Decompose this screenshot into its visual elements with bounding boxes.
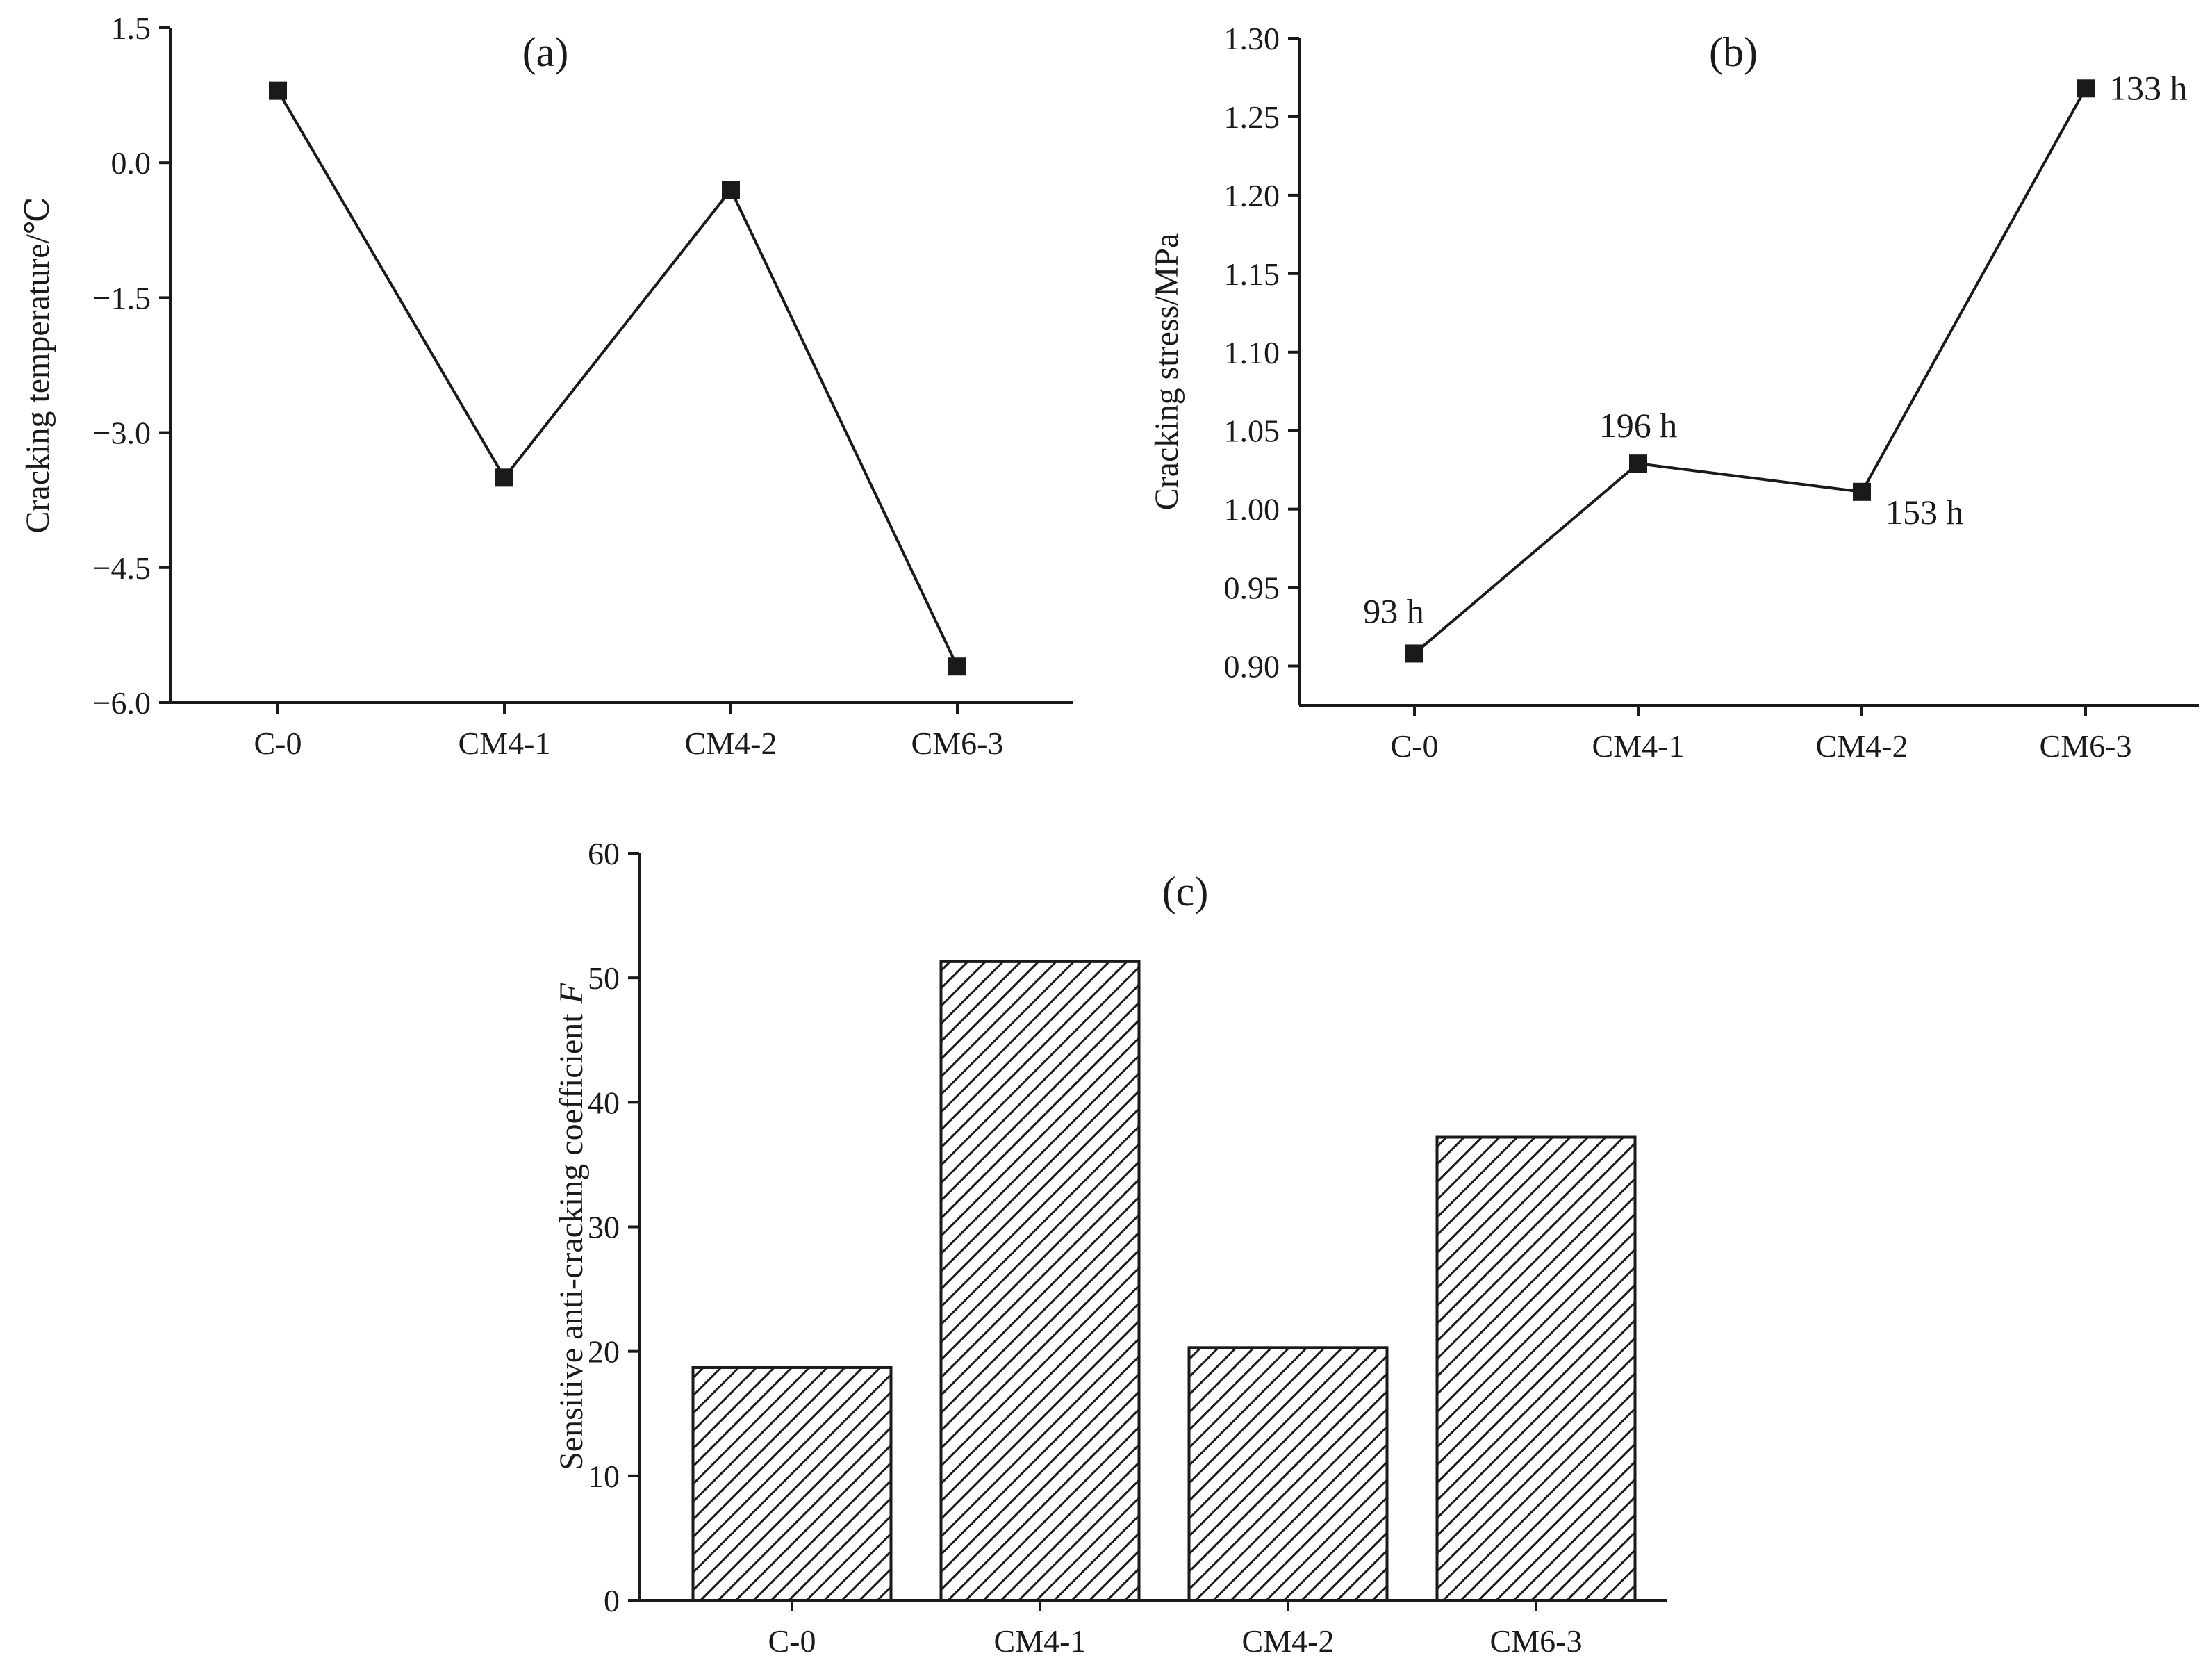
y-tick-label: 0.0	[111, 145, 151, 181]
bar	[691, 1365, 893, 1602]
y-tick-label: −3.0	[93, 416, 151, 451]
data-point-label: 93 h	[1363, 591, 1424, 630]
y-tick-label: 50	[588, 960, 620, 996]
data-point-marker	[1853, 482, 1871, 501]
y-tick-label: 1.25	[1224, 99, 1280, 135]
panel-a-chart: 1.5 0.0 −1.5 −3.0 −4.5 −6.0 C-0 CM4-1 CM4-2 CM6-3…	[19, 10, 1073, 761]
x-tick-label: C-0	[768, 1623, 816, 1659]
y-tick-label: 1.05	[1224, 413, 1280, 449]
y-tick-label: 1.10	[1224, 335, 1280, 370]
y-axis-title: Sensitive anti-cracking coefficient F	[553, 983, 590, 1470]
y-tick-label: 1.20	[1224, 178, 1280, 213]
panel-label: (b)	[1709, 29, 1758, 75]
x-tick-label: CM6-3	[1490, 1623, 1583, 1659]
panel-b-chart: 1.30 1.25 1.20 1.15 1.10 1.05 1.00 0.95 0.90 C-0 C…	[1148, 21, 2199, 764]
x-tick-label: CM4-2	[1242, 1623, 1335, 1659]
bar	[1435, 1135, 1637, 1602]
x-tick-label: CM4-1	[459, 725, 551, 761]
data-point-label: 133 h	[2109, 68, 2188, 107]
x-tick-label: CM4-1	[994, 1623, 1087, 1659]
data-point-label: 153 h	[1885, 493, 1964, 532]
bar	[1187, 1346, 1389, 1602]
y-tick-label: 60	[588, 836, 620, 871]
y-axis-title-text: Sensitive anti-cracking coefficient	[553, 1013, 590, 1470]
y-tick-label: 0.95	[1224, 571, 1280, 606]
series-line	[1413, 88, 2087, 655]
x-tick-label: CM6-3	[2040, 728, 2132, 764]
bar	[939, 960, 1141, 1602]
y-tick-label: 10	[588, 1459, 620, 1494]
x-tick-label: CM4-2	[1816, 728, 1908, 764]
y-tick-label: 40	[588, 1085, 620, 1120]
panel-label: (a)	[522, 29, 569, 75]
data-point-marker	[1405, 644, 1423, 663]
y-tick-label: −6.0	[93, 685, 151, 721]
y-axis-title: Cracking temperature/℃	[19, 197, 56, 533]
x-tick-label: CM4-1	[1592, 728, 1685, 764]
y-tick-label: 0	[604, 1583, 620, 1618]
x-tick-label: C-0	[1391, 728, 1439, 764]
data-point-marker	[495, 468, 513, 487]
y-tick-label: −1.5	[93, 280, 151, 315]
y-tick-label: 1.15	[1224, 256, 1280, 292]
x-tick-label: CM4-2	[685, 725, 777, 761]
y-tick-label: 1.00	[1224, 492, 1280, 527]
y-tick-label: 0.90	[1224, 649, 1280, 684]
data-point-marker	[1629, 454, 1647, 473]
panel-label: (c)	[1162, 869, 1209, 914]
data-point-marker	[948, 657, 966, 676]
y-tick-label: 20	[588, 1334, 620, 1370]
y-tick-label: −4.5	[93, 550, 151, 586]
data-point-marker	[269, 81, 287, 100]
data-point-marker	[722, 181, 740, 199]
panel-c-chart: 60 50 40 30 20 10 0 C-0 CM4-1 CM4-2 CM6-3 (c) Sensit…	[553, 836, 1667, 1659]
data-point-marker	[2077, 79, 2095, 98]
y-tick-label: 1.30	[1224, 21, 1280, 56]
y-axis-title-variable: F	[553, 983, 590, 1004]
y-tick-label: 30	[588, 1210, 620, 1245]
y-axis-title: Cracking stress/MPa	[1148, 233, 1185, 511]
y-tick-label: 1.5	[111, 10, 151, 46]
series-line	[276, 90, 959, 668]
x-tick-label: CM6-3	[911, 725, 1004, 761]
data-point-label: 196 h	[1599, 406, 1678, 445]
x-tick-label: C-0	[254, 725, 302, 761]
